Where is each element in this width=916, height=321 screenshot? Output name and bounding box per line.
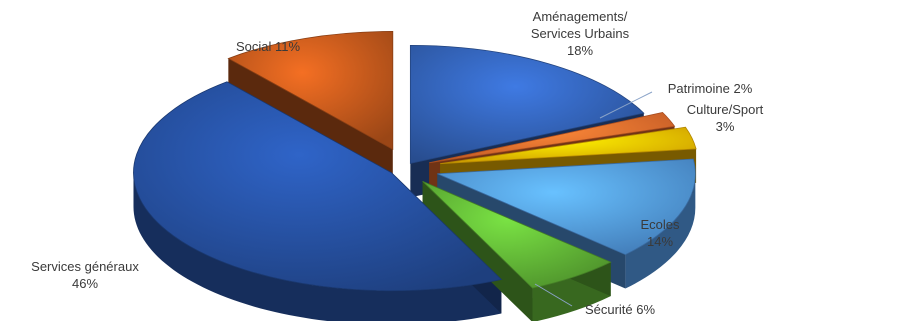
slice-culture-sport [440, 126, 697, 165]
label-amenagements-line1: Aménagements/ [532, 9, 628, 24]
label-services-generaux: Services généraux 46% [10, 258, 160, 292]
slice-cut-4-1 [422, 181, 533, 321]
label-securite: Sécurité 6% [560, 301, 680, 318]
label-ecoles: Ecoles 14% [620, 216, 700, 250]
label-securite-line1: Sécurité 6% [584, 302, 656, 317]
slice-s-curit- [422, 180, 612, 289]
label-social: Social 11% [218, 38, 318, 55]
slice-wall-3 [625, 173, 696, 289]
label-amenagements: Aménagements/ Services Urbains 18% [500, 8, 660, 59]
label-amenagements-line2: Services Urbains [530, 26, 630, 41]
label-ecoles-pct: 14% [646, 234, 674, 249]
slice-am-nagements-services-urbains [409, 44, 645, 164]
label-culture-sport-pct: 3% [715, 119, 735, 134]
label-patrimoine-line1: Patrimoine 2% [667, 81, 753, 96]
label-social-line1: Social 11% [235, 39, 301, 54]
leader-line-patrimoine [599, 91, 653, 119]
label-culture-sport-line1: Culture/Sport [686, 102, 764, 117]
label-services-generaux-pct: 46% [71, 276, 99, 291]
label-services-generaux-line1: Services généraux [31, 259, 139, 274]
slice-patrimoine [429, 112, 676, 164]
slice-ecoles [437, 158, 696, 255]
label-amenagements-pct: 18% [566, 43, 594, 58]
slice-social [227, 30, 394, 151]
label-patrimoine: Patrimoine 2% [655, 80, 765, 97]
label-culture-sport: Culture/Sport 3% [670, 101, 780, 135]
leader-line-securite [534, 283, 573, 307]
slice-wall-5 [133, 172, 502, 321]
slice-services-g-n-raux [133, 81, 503, 292]
label-ecoles-line1: Ecoles [640, 217, 680, 232]
